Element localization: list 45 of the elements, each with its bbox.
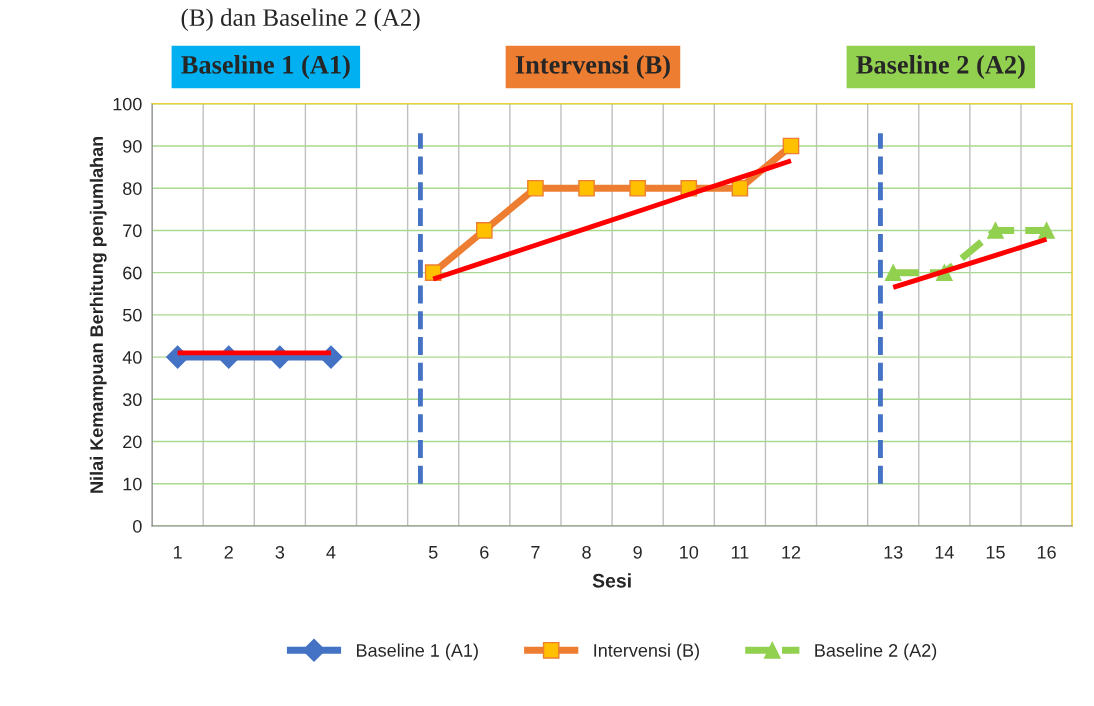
x-tick-label: 12 xyxy=(782,545,801,559)
y-tick-label: 20 xyxy=(123,435,142,449)
point xyxy=(629,179,646,197)
y-tick-label: 0 xyxy=(133,519,142,533)
chart-title: (B) dan Baseline 2 (A2) xyxy=(181,8,420,32)
legend-label: Baseline 1 (A1) xyxy=(357,643,478,661)
y-tick-label: 50 xyxy=(122,308,142,322)
y-axis-title: Nilai Kemampuan Berhitung penjumlahan xyxy=(89,136,107,493)
point xyxy=(987,222,1004,239)
point xyxy=(578,179,595,197)
text: Intervensi (B) xyxy=(515,55,670,80)
x-tick-label: 9 xyxy=(633,545,642,559)
y-tick-label: 40 xyxy=(122,351,142,364)
y-tick-label: 10 xyxy=(123,477,142,491)
y-tick-label: 60 xyxy=(123,266,142,280)
point xyxy=(884,264,902,281)
x-tick-label: 8 xyxy=(582,545,591,559)
x-tick-label: 16 xyxy=(1037,545,1056,559)
x-tick-label: 5 xyxy=(428,546,438,559)
x-tick-label: 13 xyxy=(884,545,903,559)
text: Baseline 2 (A2) xyxy=(856,55,1025,80)
x-tick-label: 1 xyxy=(173,546,182,559)
point xyxy=(527,179,544,197)
x-tick-label: 15 xyxy=(986,546,1005,559)
x-tick-label: 14 xyxy=(935,546,954,559)
x-tick-label: 3 xyxy=(275,545,285,559)
x-tick-label: 6 xyxy=(480,545,489,559)
y-tick-label: 100 xyxy=(113,97,142,111)
x-tick-label: 10 xyxy=(680,545,699,559)
y-tick-label: 30 xyxy=(122,393,142,407)
point xyxy=(475,222,493,239)
point xyxy=(782,137,800,155)
legend-label: Intervensi (B) xyxy=(594,643,699,661)
y-tick-label: 90 xyxy=(123,139,142,153)
y-tick-label: 80 xyxy=(123,182,142,195)
x-tick-label: 7 xyxy=(531,546,540,559)
point xyxy=(731,179,749,197)
x-tick-label: 11 xyxy=(731,546,749,559)
x-axis-title: Sesi xyxy=(592,573,631,588)
text: Baseline 1 (A1) xyxy=(181,55,350,80)
x-tick-label: 2 xyxy=(224,545,233,559)
y-tick-label: 70 xyxy=(123,224,142,238)
point xyxy=(1038,222,1055,239)
x-tick-label: 4 xyxy=(326,546,336,559)
legend-label: Baseline 2 (A2) xyxy=(815,643,937,661)
